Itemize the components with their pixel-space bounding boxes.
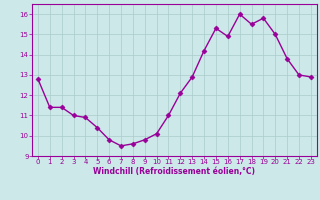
X-axis label: Windchill (Refroidissement éolien,°C): Windchill (Refroidissement éolien,°C) [93, 167, 255, 176]
